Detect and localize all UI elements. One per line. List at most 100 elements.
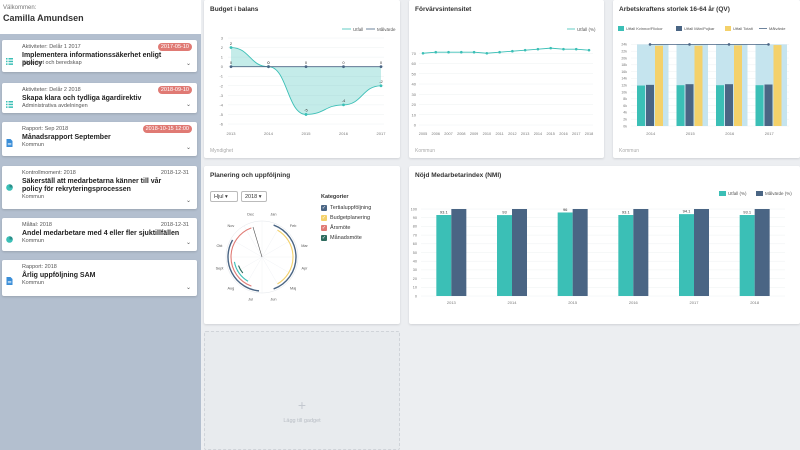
series-line <box>422 47 590 54</box>
category-item[interactable]: ✓ Månadsmöte <box>321 233 371 243</box>
wheel-spoke <box>261 256 281 289</box>
bar <box>646 84 654 126</box>
x-tick-label: 2007 <box>444 132 452 136</box>
task-card[interactable]: Aktiviteter: Delår 1 2017 2017-05-10 Imple… <box>2 40 197 72</box>
data-label: 0 <box>267 60 270 65</box>
target-point <box>767 43 770 46</box>
y-tick-label: 1 <box>221 55 224 60</box>
month-label: Aug <box>228 286 235 290</box>
arbetskraft-widget[interactable]: Arbetskraftens storlek 16-64 år (QV) Utf… <box>613 0 800 158</box>
year-select[interactable]: 2018 ▾ <box>241 191 267 202</box>
task-card[interactable]: Kontrollmoment: 2018 2018-12-31 Säkerställ… <box>2 166 197 209</box>
task-card[interactable]: Rapport: Sep 2018 2018-10-15 12:00 Månadsr… <box>2 122 197 156</box>
checkbox-icon[interactable]: ✓ <box>321 205 327 211</box>
chevron-down-icon[interactable]: ⌄ <box>185 198 191 204</box>
data-point <box>485 51 489 55</box>
category-item[interactable]: ✓ Budgetplanering <box>321 213 371 223</box>
y-tick-label: 0k <box>623 124 627 128</box>
y-tick-label: 12k <box>621 84 627 88</box>
chevron-down-icon[interactable]: ⌄ <box>185 145 191 151</box>
category-label: Tertialuppföljning <box>330 205 372 211</box>
y-tick-label: 10 <box>412 112 417 117</box>
x-tick-label: 2012 <box>508 132 516 136</box>
data-label: 93.1 <box>743 210 752 215</box>
budget-widget[interactable]: Budget i balans Utfall Målvärde 3 2 1 0 -1 -2… <box>204 0 400 158</box>
bar <box>618 215 634 296</box>
bar <box>679 214 694 296</box>
y-tick-label: 50 <box>412 71 417 76</box>
task-card[interactable]: Måltal: 2018 2018-12-31 Andel medarbetare … <box>2 218 197 251</box>
data-point <box>498 50 501 54</box>
checkbox-icon[interactable]: ✓ <box>321 215 327 221</box>
task-subtitle: Administrativa avdelningen <box>22 103 88 109</box>
nmi-chart: Utfall (%) Målvärde (%) 0 10 20 30 40 50 60 70 8… <box>411 190 793 305</box>
nmi-widget[interactable]: Nöjd Medarbetarindex (NMI) Utfall (%) Må… <box>409 166 800 324</box>
task-title: Andel medarbetare med 4 eller fler sjukt… <box>22 230 180 237</box>
chevron-down-icon[interactable]: ⌄ <box>185 285 191 291</box>
data-label: -4 <box>342 98 346 103</box>
y-tick-label: 2 <box>221 45 224 50</box>
y-tick-label: 100 <box>411 207 417 211</box>
wheel-spoke <box>261 256 294 276</box>
chevron-down-icon[interactable]: ⌄ <box>185 240 191 246</box>
month-label: Dec <box>247 213 254 217</box>
wheel-arc <box>237 265 244 274</box>
view-select[interactable]: Hjul ▾ <box>210 191 238 202</box>
forvarv-widget[interactable]: Förvärvsintensitet Utfall (%) 0 10 20 30 40 5… <box>409 0 604 158</box>
y-tick-label: 6k <box>623 104 627 108</box>
task-card[interactable]: Aktiviteter: Delår 2 2018 2018-09-10 Skapa… <box>2 83 197 113</box>
checkbox-icon[interactable]: ✓ <box>321 235 327 241</box>
year-wheel[interactable]: Jan Feb Mar Apr Maj Jun Jul Aug Sept Okt Nov Dec <box>204 201 322 326</box>
task-meta: Aktiviteter: Delår 1 2017 <box>22 44 81 50</box>
wheel-spoke <box>243 225 263 258</box>
y-tick-label: 30 <box>413 268 417 272</box>
category-item[interactable]: ✓ Årsmöte <box>321 223 371 233</box>
bar <box>685 84 694 126</box>
chevron-down-icon[interactable]: ⌄ <box>185 61 191 67</box>
x-tick-label: 2017 <box>377 131 387 136</box>
bar <box>497 215 512 296</box>
target-point <box>342 65 345 69</box>
add-gadget-button[interactable]: + Lägg till gadget <box>204 331 400 450</box>
document-icon <box>6 134 13 147</box>
data-label: 0 <box>342 60 345 65</box>
bar <box>633 209 649 296</box>
checkbox-icon[interactable]: ✓ <box>321 225 327 231</box>
bar <box>734 45 742 126</box>
wheel-spoke <box>230 256 263 276</box>
y-tick-label: 3 <box>221 36 224 41</box>
y-tick-label: 90 <box>413 216 417 220</box>
y-tick-label: -3 <box>219 93 223 98</box>
data-label: -2 <box>379 79 383 84</box>
document-icon <box>6 272 13 285</box>
pie-icon <box>6 178 13 191</box>
month-label: Feb <box>290 224 297 228</box>
legend-label: Utfall <box>353 27 363 32</box>
legend-label: Utfall Män/Pojkar <box>684 26 715 31</box>
task-card[interactable]: Rapport: 2018 Årlig uppföljning SAM Kommun… <box>2 260 197 296</box>
data-point <box>574 47 578 51</box>
x-tick-label: 2009 <box>470 132 478 136</box>
chevron-down-icon[interactable]: ⌄ <box>185 102 191 108</box>
widget-source: Kommun <box>415 148 436 154</box>
category-item[interactable]: ✓ Tertialuppföljning <box>321 203 371 213</box>
data-point <box>447 50 450 54</box>
data-point <box>342 103 345 107</box>
area-fill <box>231 47 381 115</box>
y-tick-label: 0 <box>415 294 417 298</box>
planering-widget[interactable]: Planering och uppföljning Hjul ▾ 2018 ▾ … <box>204 166 400 324</box>
wheel-arc <box>273 224 297 290</box>
data-label: 93.1 <box>440 210 449 215</box>
x-tick-label: 2013 <box>521 132 529 136</box>
x-tick-label: 2005 <box>419 132 427 136</box>
task-due-date: 2018-12-31 <box>160 170 189 176</box>
y-tick-label: 0 <box>414 123 417 128</box>
data-label: 0 <box>230 60 233 65</box>
list-icon <box>6 95 13 108</box>
y-tick-label: 40 <box>413 260 417 264</box>
task-subtitle: Kommun <box>22 194 45 200</box>
x-tick-label: 2008 <box>457 132 465 136</box>
bar <box>694 45 703 127</box>
task-meta: Aktiviteter: Delår 2 2018 <box>22 87 81 93</box>
legend-label: Målvärde (%) <box>765 190 792 196</box>
